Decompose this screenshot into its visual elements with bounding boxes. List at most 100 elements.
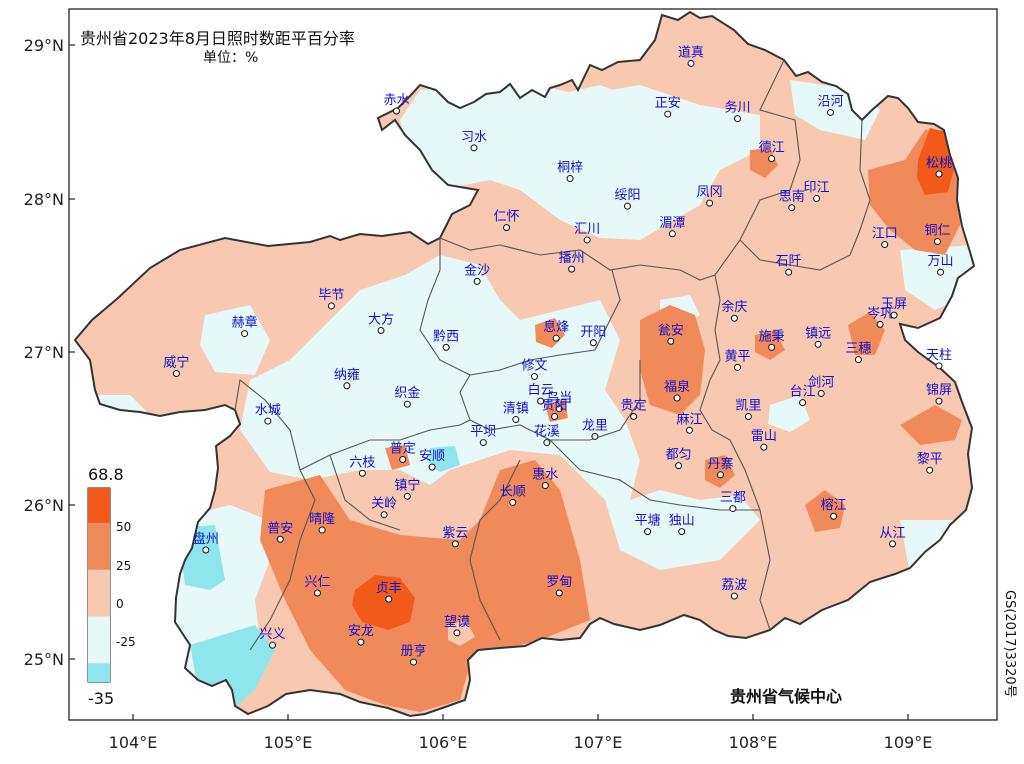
- cengong-positive-region: [848, 312, 885, 355]
- legend-tick-25: 25: [116, 559, 131, 573]
- station-label: 织金: [394, 385, 420, 401]
- station-label: 独山: [669, 514, 695, 529]
- station-label: 关岭: [371, 497, 397, 512]
- legend-max-label: 68.8: [88, 465, 124, 484]
- station-label: 安顺: [419, 449, 445, 464]
- lat-tick-29: 29°N: [24, 36, 64, 55]
- station-label: 息烽: [543, 319, 569, 335]
- station-label: 都匀: [666, 448, 692, 463]
- station-label: 万山: [928, 254, 954, 269]
- station-label: 贵定: [621, 398, 647, 413]
- station-marker: [881, 241, 889, 249]
- station-label: 三都: [720, 491, 746, 506]
- station-marker: [813, 195, 821, 202]
- station-marker: [343, 382, 351, 390]
- station-marker: [399, 455, 407, 463]
- station-marker: [768, 155, 776, 163]
- station-marker: [706, 199, 714, 207]
- station-marker: [667, 337, 675, 345]
- station-marker: [935, 362, 943, 370]
- northwest-negative-region: [400, 80, 760, 240]
- station-marker: [380, 511, 388, 519]
- station-label: 习水: [461, 130, 487, 145]
- station-label: 长顺: [500, 484, 526, 499]
- station-label: 惠水: [532, 468, 558, 483]
- station-marker: [734, 115, 741, 123]
- station-marker: [241, 330, 249, 338]
- legend-bin-1: [88, 523, 110, 570]
- axis-labels: 29°N 28°N 27°N 26°N 25°N 104°E 105°E 106…: [24, 36, 933, 752]
- map-number: GS(2017)3320号: [1002, 590, 1017, 698]
- color-legend: 68.8 50 25 0 -25 -35: [87, 465, 136, 708]
- station-label: 晴隆: [309, 512, 335, 527]
- station-label: 花溪: [534, 424, 560, 440]
- station-label: 汇川: [574, 222, 600, 237]
- anshun-negative-core: [428, 446, 460, 472]
- station-marker: [568, 265, 576, 273]
- station-marker: [768, 343, 776, 351]
- station-marker: [543, 439, 551, 447]
- station-label: 赫章: [232, 315, 258, 331]
- station-marker: [644, 528, 652, 536]
- station-marker: [675, 462, 683, 470]
- station-label: 黄平: [724, 349, 750, 364]
- station-marker: [716, 471, 724, 479]
- station-label: 三穗: [845, 342, 871, 357]
- station-label: 册亨: [401, 643, 427, 659]
- station-label: 兴义: [259, 627, 285, 642]
- unit-label: 单位：%: [203, 50, 258, 66]
- station-marker: [541, 482, 549, 490]
- station-marker: [202, 546, 210, 554]
- station-marker: [377, 327, 385, 335]
- station-label: 从江: [879, 526, 905, 541]
- station-marker: [393, 107, 400, 115]
- wangmo-slight-positive-patch: [448, 620, 475, 646]
- station-marker: [403, 400, 411, 408]
- station-marker: [503, 224, 511, 232]
- lon-tick-108: 108°E: [729, 733, 778, 752]
- wengan-positive-region: [640, 305, 705, 415]
- station-marker: [589, 339, 597, 347]
- station-marker: [785, 268, 793, 276]
- credit-text: 贵州省气候中心: [730, 687, 842, 706]
- station-label: 福泉: [664, 379, 690, 395]
- station-label: 安龙: [348, 624, 374, 639]
- station-label: 威宁: [163, 354, 189, 370]
- prefecture-boundaries: [234, 59, 871, 651]
- station-marker: [926, 466, 934, 474]
- lon-tick-104: 104°E: [109, 733, 158, 752]
- station-label: 盘州: [193, 531, 219, 547]
- lon-tick-107: 107°E: [574, 733, 623, 752]
- station-label: 黎平: [917, 452, 943, 467]
- station-marker: [814, 340, 822, 348]
- lat-tick-28: 28°N: [24, 190, 64, 209]
- station-marker: [269, 641, 276, 649]
- station-label: 德江: [759, 141, 785, 156]
- station-label: 沿河: [817, 95, 843, 110]
- station-label: 余庆: [721, 299, 747, 315]
- station-label: 水城: [255, 403, 281, 418]
- station-marker: [664, 110, 672, 118]
- zhenfeng-strong-positive-core: [352, 575, 415, 630]
- station-label: 镇远: [805, 326, 831, 341]
- station-marker: [817, 389, 825, 397]
- lon-tick-106: 106°E: [419, 733, 468, 752]
- station-marker: [451, 540, 459, 548]
- station-marker: [760, 443, 768, 451]
- station-marker: [583, 236, 591, 244]
- station-marker: [730, 592, 738, 600]
- station-marker: [470, 144, 478, 152]
- station-label: 雷山: [751, 429, 777, 444]
- station-marker: [453, 629, 461, 637]
- station-label: 桐梓: [557, 161, 583, 176]
- station-label: 毕节: [318, 288, 344, 303]
- lon-tick-105: 105°E: [264, 733, 313, 752]
- station-label: 罗甸: [546, 575, 572, 590]
- station-marker: [734, 363, 741, 371]
- lon-tick-109: 109°E: [884, 733, 933, 752]
- station-label: 乌当: [546, 390, 572, 406]
- station-marker: [685, 426, 693, 434]
- legend-bin-0: [88, 488, 110, 524]
- station-marker: [830, 512, 838, 520]
